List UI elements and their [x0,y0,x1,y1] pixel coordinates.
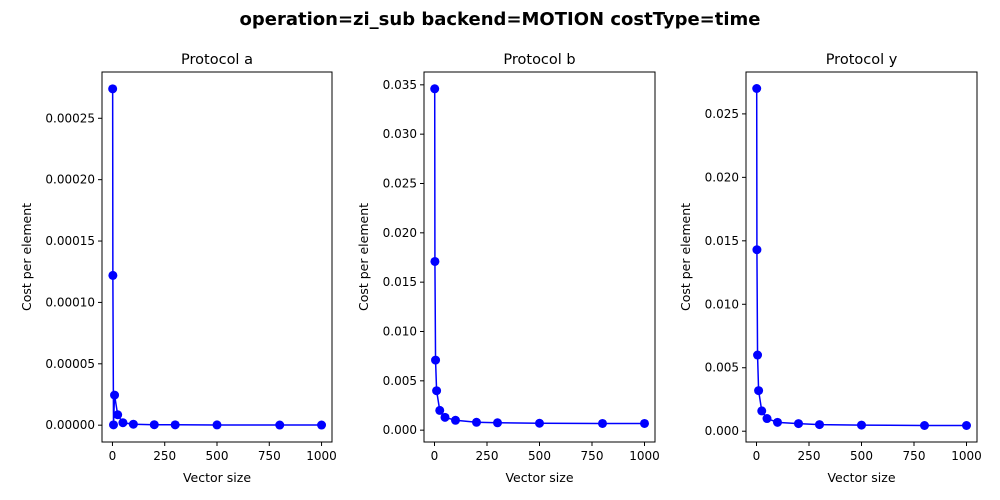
data-point [170,420,180,430]
y-tick-label: 0.025 [705,107,739,121]
y-tick-label: 0.00020 [45,173,95,187]
y-axis-label: Cost per element [19,203,34,311]
axes-frame [101,71,333,443]
data-point [435,405,445,415]
y-tick-label: 0.030 [383,127,417,141]
data-point [212,420,222,430]
data-point [815,420,824,430]
series-line [755,88,967,427]
data-point [493,418,502,428]
y-tick-label: 0.00005 [45,357,95,371]
x-tick-label: 250 [476,449,499,463]
y-tick-label: 0.015 [383,275,417,289]
data-point [753,350,763,360]
data-point [128,419,138,429]
y-tick-label: 0.010 [383,324,417,338]
y-tick-label: 0.00010 [45,295,95,309]
data-point [762,414,772,424]
y-tick-label: 0.035 [383,78,417,92]
y-tick-label: 0.00000 [45,418,95,432]
y-tick-label: 0.010 [705,297,739,311]
y-tick-label: 0.005 [383,374,417,388]
series-line [111,88,322,426]
data-point [118,418,128,428]
x-axis-label: Vector size [505,470,573,485]
data-point [752,84,762,94]
y-tick-label: 0.00015 [45,234,95,248]
x-axis-label: Vector size [183,470,251,485]
data-point [431,355,441,365]
data-point [962,420,971,430]
y-tick-label: 0.000 [383,423,417,437]
data-point [920,420,929,430]
data-point [317,420,327,430]
axes-frame [423,71,656,443]
data-point [149,420,159,430]
x-tick-label: 0 [753,449,761,463]
data-point [752,245,762,255]
data-point [472,417,481,427]
panel-title: Protocol y [826,52,898,68]
y-tick-label: 0.025 [383,176,417,190]
axes-frame [745,71,978,443]
x-tick-label: 500 [850,449,873,463]
panel-title: Protocol a [181,52,253,68]
panel-protocol-a: Protocol a 0 250 500 750 1000 0.00000 0.00005 0.… [19,52,337,485]
x-tick-label: 1000 [951,449,982,463]
data-point [598,418,607,428]
data-point [754,386,764,396]
y-tick-label: 0.00025 [45,111,95,125]
data-point [773,417,782,427]
data-point [110,390,120,400]
y-tick-label: 0.005 [705,361,739,375]
x-tick-label: 750 [258,449,281,463]
data-point [430,84,440,94]
x-axis-label: Vector size [827,470,895,485]
x-tick-label: 750 [581,449,604,463]
y-tick-label: 0.000 [705,424,739,438]
x-tick-label: 1000 [306,449,337,463]
x-tick-label: 250 [798,449,821,463]
y-tick-label: 0.020 [383,226,417,240]
x-tick-label: 0 [431,449,439,463]
panel-protocol-y: Protocol y 0 250 500 750 1000 0.000 0.005 0.010 0… [678,52,982,485]
data-point [451,415,460,425]
data-point [857,420,866,430]
x-tick-label: 250 [153,449,176,463]
x-tick-label: 750 [903,449,926,463]
data-point [794,419,803,429]
data-point [440,412,450,422]
x-tick-label: 1000 [629,449,660,463]
data-point [432,386,442,396]
y-axis-label: Cost per element [678,203,693,311]
x-tick-label: 500 [206,449,229,463]
data-point [757,406,767,416]
x-tick-label: 500 [528,449,551,463]
data-point [640,418,649,428]
y-axis-label: Cost per element [356,203,371,311]
data-point [113,410,123,420]
y-tick-label: 0.020 [705,170,739,184]
series-line [433,88,645,425]
panel-title: Protocol b [503,52,575,68]
y-tick-label: 0.015 [705,234,739,248]
panel-protocol-b: Protocol b 0 250 500 750 1000 0.000 0.005 0.010 0… [356,52,660,485]
data-point [430,256,440,266]
data-point [109,420,118,430]
data-point [275,420,285,430]
figure-title: operation=zi_sub backend=MOTION costType… [240,9,761,30]
data-point [108,84,118,94]
x-tick-label: 0 [109,449,117,463]
data-point [535,418,544,428]
data-point [108,270,118,280]
